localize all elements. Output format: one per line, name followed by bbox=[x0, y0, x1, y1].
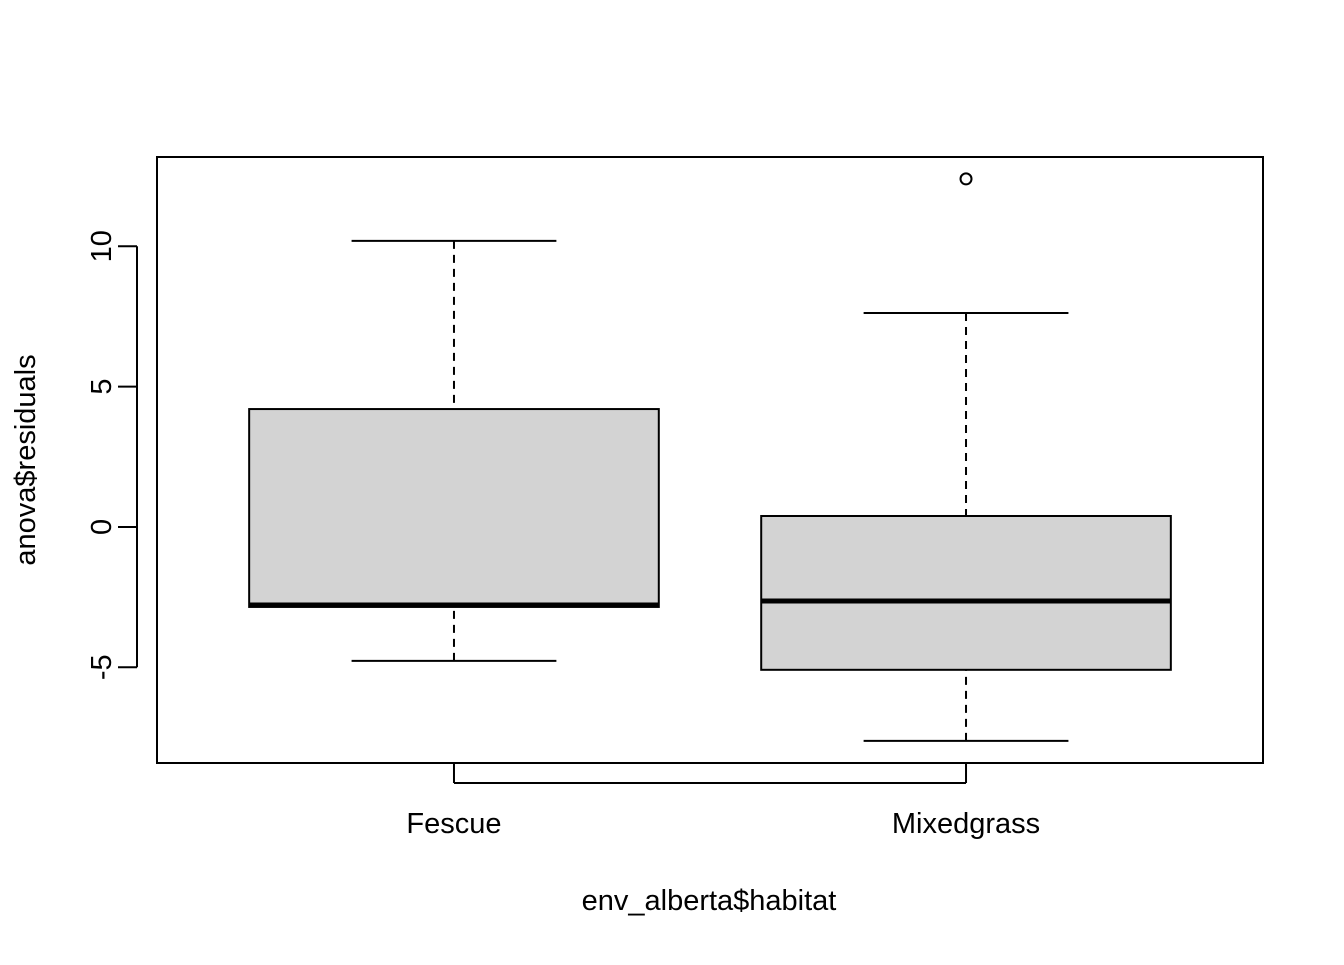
x-axis-label: env_alberta$habitat bbox=[582, 885, 837, 917]
x-tick-label: Mixedgrass bbox=[892, 808, 1040, 840]
box bbox=[248, 408, 660, 608]
plot-frame bbox=[156, 156, 1264, 764]
y-tick-label: -5 bbox=[86, 654, 118, 680]
y-tick-label: 10 bbox=[86, 230, 118, 262]
box bbox=[760, 514, 1172, 671]
x-tick-label: Fescue bbox=[406, 808, 501, 840]
y-axis-label: anova$residuals bbox=[10, 354, 42, 565]
outlier bbox=[959, 172, 973, 186]
y-tick-label: 5 bbox=[86, 379, 118, 395]
y-tick-label: 0 bbox=[86, 519, 118, 535]
